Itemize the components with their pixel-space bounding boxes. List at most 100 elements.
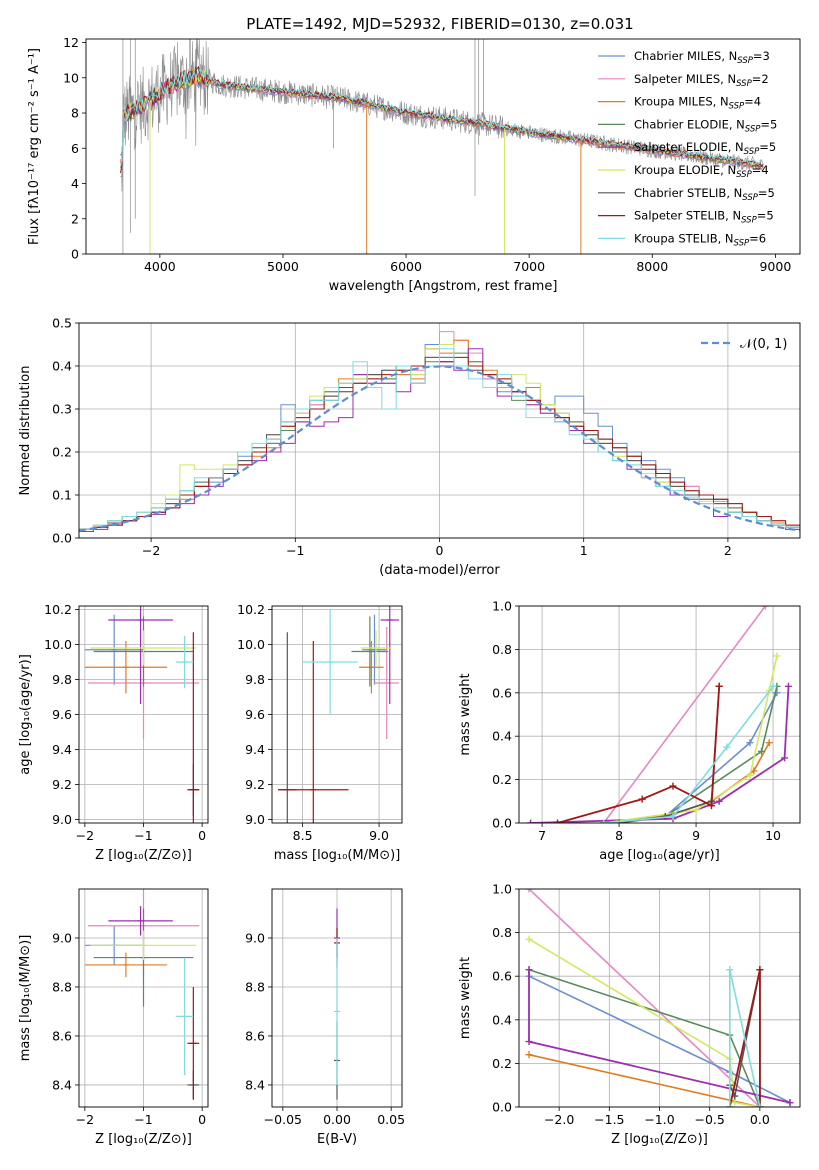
plot-area [334,908,340,1100]
legend-label: Chabrier ELODIE, NSSP=5 [634,117,777,134]
weight-marker [527,819,535,823]
y-tick-label: 9.0 [52,930,72,945]
panel-mass_vs_ebv: −0.05 0.00 0.05 8.4 8.6 8.8 9.0 E(B-V) [245,888,405,1147]
y-tick-label: 0.4 [52,359,72,374]
panel-age_vs_metallicity: −2 −1 0 9.0 9.2 9.4 9.6 9.8 10.0 10.2 Z [log₁₀(Z/Z… [18,602,209,863]
x-tick-label: −0.05 [264,1112,302,1127]
y-tick-label: 9.8 [52,672,72,687]
x-tick-label: −2 [76,828,94,843]
y-tick-label: 0.2 [52,445,72,460]
axes-frame [78,322,801,539]
weight-line [528,889,761,1107]
y-tick-label: 4 [71,176,79,191]
axes-frame [271,605,403,824]
x-axis-label: wavelength [Angstrom, rest frame] [329,279,558,294]
y-tick-label: 9.4 [245,742,265,757]
y-tick-label: 0 [71,247,79,262]
weight-marker [781,754,789,762]
y-tick-label: 10.2 [237,602,265,617]
weight-marker [756,966,764,974]
y-tick-label: 0.8 [492,925,512,940]
weight-marker [553,819,561,823]
x-tick-label: −1 [286,543,304,558]
weight-marker [669,782,677,790]
y-tick-label: 8.8 [52,979,72,994]
y-tick-label: 9.2 [52,777,72,792]
histogram-series [79,348,800,538]
x-tick-label: 10 [765,828,781,843]
y-axis-label: Normed distribution [18,366,33,496]
weight-marker [784,682,792,690]
weight-line [603,685,774,823]
plot-area [525,889,794,1107]
y-tick-label: 8 [71,106,79,121]
axes: 7 8 9 10 0.0 0.2 0.4 0.6 0.8 1.0 age [log₁₀(age/yr… [458,599,801,863]
x-tick-label: 8000 [636,259,668,274]
y-tick-label: 0.3 [52,402,72,417]
y-tick-label: 10.0 [44,637,72,652]
weight-line [603,606,767,823]
x-tick-label: 9 [692,828,700,843]
x-tick-label: 9.0 [369,828,389,843]
x-tick-label: −1 [134,1112,152,1127]
y-tick-label: 0.4 [492,1012,512,1027]
weight-marker [726,966,734,974]
weight-marker [746,739,754,747]
x-tick-label: 7 [538,828,546,843]
weight-marker [707,802,715,810]
x-tick-label: 9000 [759,259,791,274]
figure-title: PLATE=1492, MJD=52932, FIBERID=0130, z=0… [246,15,633,33]
x-tick-label: −1.5 [594,1112,624,1127]
y-tick-label: 9.6 [245,707,265,722]
weight-marker [769,682,777,690]
weight-marker [758,747,766,755]
spectrum-legend: Chabrier MILES, NSSP=3 Salpeter MILES, NS… [598,49,777,248]
weight-marker [765,739,773,747]
y-tick-label: 8.6 [52,1028,72,1043]
plot-area [84,606,200,823]
x-tick-label: 4000 [144,259,176,274]
weight-marker [761,606,769,610]
y-tick-label: 0.2 [492,772,512,787]
panel-mass_vs_metallicity: −2 −1 0 8.4 8.6 8.8 9.0 Z [log₁₀(Z/Z⊙)] mass [lo… [18,888,209,1147]
x-tick-label: 0.0 [750,1112,770,1127]
legend-label: 𝒩(0, 1) [740,337,787,352]
weight-marker [786,1099,794,1107]
weight-marker [692,806,700,814]
y-tick-label: 10.2 [44,602,72,617]
legend-label: Chabrier MILES, NSSP=3 [634,49,770,66]
plot-area [278,606,399,823]
weight-marker [746,771,754,779]
y-tick-label: 9.2 [245,777,265,792]
x-tick-label: 0.05 [377,1112,405,1127]
axes-frame [518,888,801,1108]
x-axis-label: (data-model)/error [379,563,500,578]
legend-label: Salpeter ELODIE, NSSP=5 [634,140,776,157]
axes: 8.5 9.0 9.0 9.2 9.4 9.6 9.8 10.0 10.2 mass [log₁₀… [237,602,403,863]
y-tick-label: 10 [63,70,79,85]
x-tick-label: 6000 [390,259,422,274]
x-axis-label: mass [log₁₀(M/M⊙)] [274,848,401,863]
x-axis-label: Z [log₁₀(Z/Z⊙)] [95,1132,192,1147]
y-tick-label: 9.8 [245,672,265,687]
y-axis-label: Flux [fλ10⁻¹⁷ erg cm⁻² s⁻¹ A⁻¹] [27,48,42,245]
plot-area [79,331,800,538]
model-spectrum [120,67,764,167]
legend-label: Kroupa STELIB, NSSP=6 [634,231,766,248]
weight-marker [669,812,677,820]
y-tick-label: 8.4 [52,1077,72,1092]
x-tick-label: 7000 [513,259,545,274]
panel-spectrum: 4000 5000 6000 7000 8000 9000 0 2 4 6 8 10 12 wavelen… [27,35,801,294]
axes: −2 −1 0 9.0 9.2 9.4 9.6 9.8 10.0 10.2 Z [log₁₀(Z/Z… [18,602,209,863]
weight-marker [715,682,723,690]
y-tick-label: 9.6 [52,707,72,722]
y-tick-label: 8.4 [245,1077,265,1092]
y-tick-label: 6 [71,141,79,156]
axes: −0.05 0.00 0.05 8.4 8.6 8.8 9.0 E(B-V) [245,888,405,1147]
y-tick-label: 9.4 [52,742,72,757]
x-tick-label: −2 [76,1112,94,1127]
plot-area [120,39,764,254]
x-tick-label: −0.5 [694,1112,724,1127]
panel-mass_weight_vs_age: 7 8 9 10 0.0 0.2 0.4 0.6 0.8 1.0 age [log₁₀(age/yr… [458,599,801,863]
